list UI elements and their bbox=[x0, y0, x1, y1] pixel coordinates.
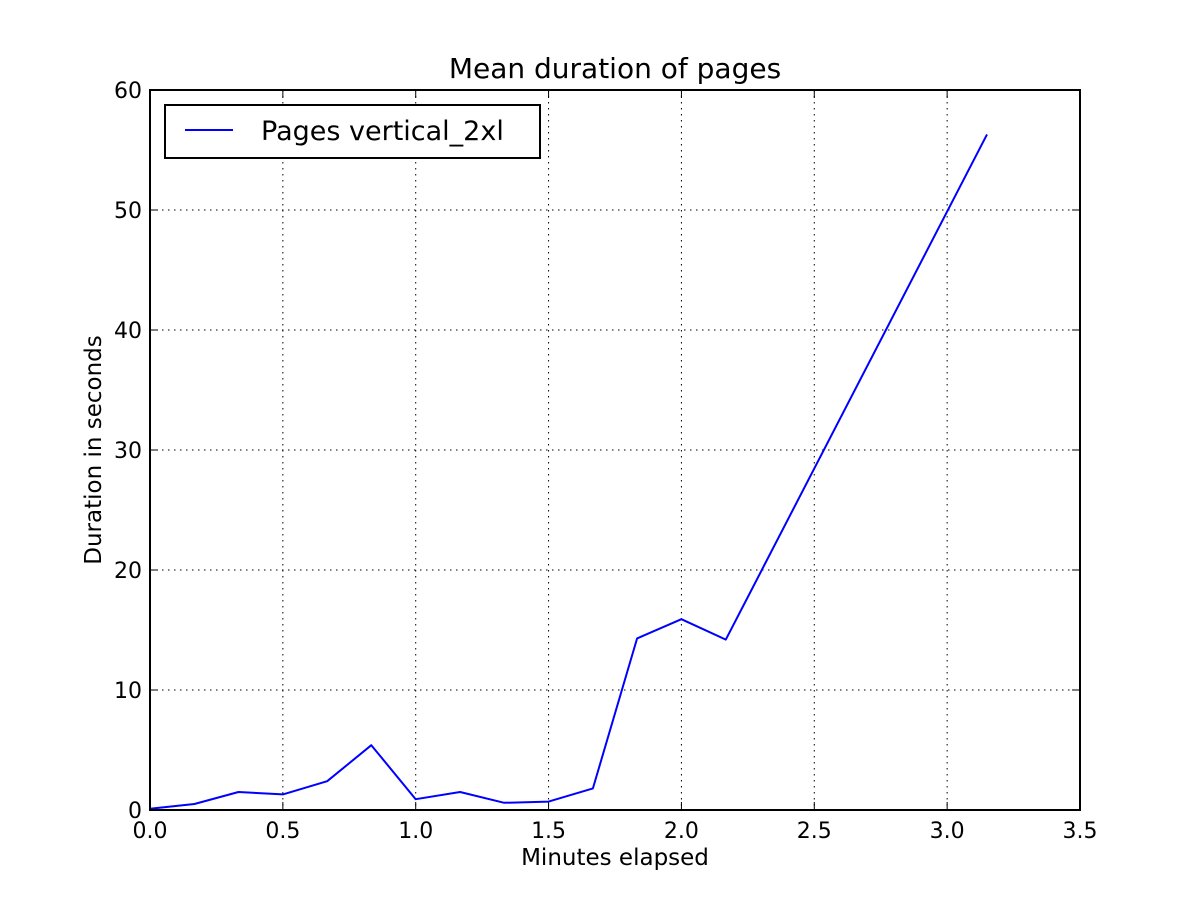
y-tick-label: 40 bbox=[114, 319, 142, 344]
y-tick-label: 30 bbox=[114, 439, 142, 464]
x-tick-label: 3.5 bbox=[1063, 819, 1098, 844]
x-tick-label: 3.0 bbox=[930, 819, 965, 844]
series-line-0 bbox=[149, 133, 988, 810]
y-tick-label: 10 bbox=[114, 679, 142, 704]
x-tick-label: 0.5 bbox=[265, 819, 300, 844]
ticks: 0.0 0.5 1.0 1.5 2.0 2.5 3.0 3.5 0 10 20 30 40 50 60 bbox=[114, 79, 1098, 844]
x-tick-label: 1.0 bbox=[398, 819, 433, 844]
x-tick-label: 2.0 bbox=[664, 819, 699, 844]
legend-box bbox=[164, 104, 541, 159]
y-tick-label: 20 bbox=[114, 559, 142, 584]
y-axis-label: Duration in seconds bbox=[81, 335, 107, 565]
series-layer bbox=[149, 133, 988, 810]
y-tick-label: 0 bbox=[128, 799, 142, 824]
legend-label: Pages vertical_2xl bbox=[261, 116, 504, 147]
y-tick-label: 60 bbox=[114, 79, 142, 104]
x-axis-label: Minutes elapsed bbox=[521, 845, 709, 871]
x-tick-label: 0.0 bbox=[133, 819, 168, 844]
x-tick-label: 1.5 bbox=[531, 819, 566, 844]
chart-title: Mean duration of pages bbox=[449, 52, 781, 85]
y-tick-label: 50 bbox=[114, 199, 142, 224]
x-tick-label: 2.5 bbox=[797, 819, 832, 844]
grid bbox=[150, 90, 1080, 810]
legend: Pages vertical_2xl bbox=[164, 104, 541, 159]
